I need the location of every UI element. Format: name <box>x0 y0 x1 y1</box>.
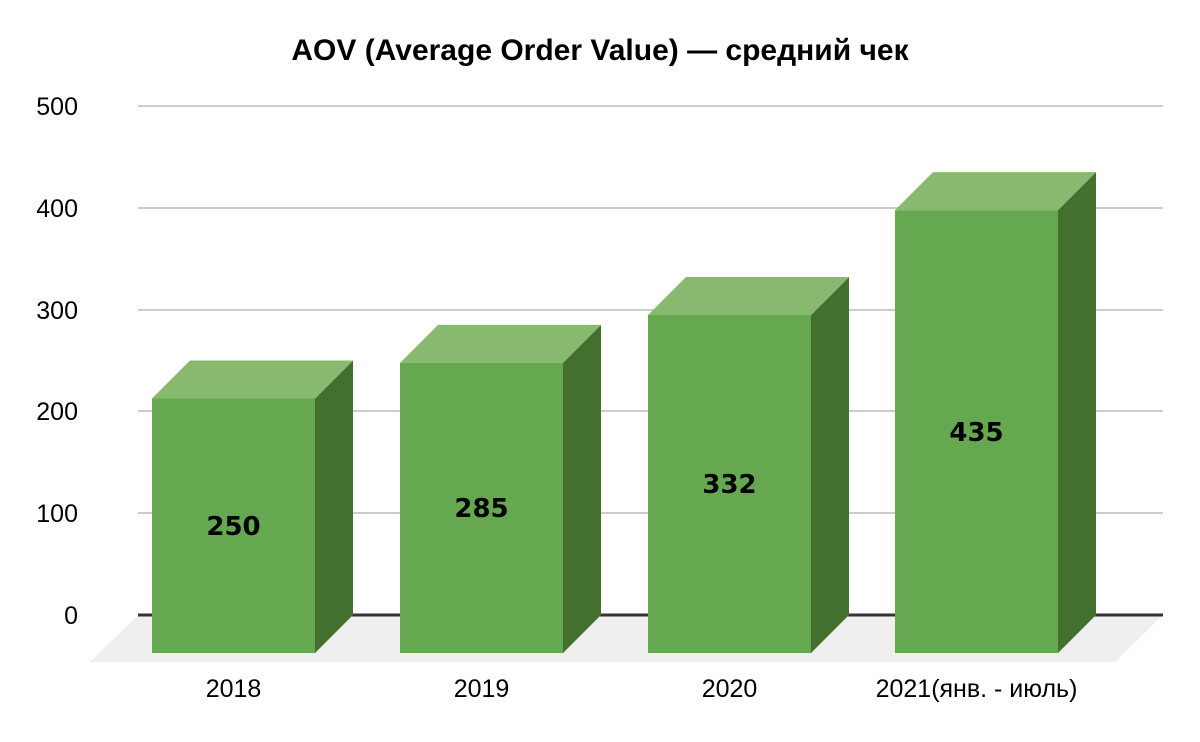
x-tick-label: 2021(янв. - июль) <box>876 675 1078 703</box>
bar-value-label: 285 <box>454 494 508 524</box>
aov-3d-bar-chart: 0 100 200 300 400 500 250 2018 285 2019 332 2020 435… <box>0 0 1200 742</box>
bar-side-face <box>811 277 849 653</box>
bar-column-1: 250 <box>152 361 353 654</box>
y-tick-label-200: 200 <box>36 398 78 426</box>
bar-value-label: 435 <box>949 418 1003 448</box>
bar-value-label: 250 <box>206 512 260 542</box>
bar-column-3: 332 <box>648 277 849 653</box>
chart-canvas: AOV (Average Order Value) — средний чек … <box>0 0 1200 742</box>
y-tick-label-100: 100 <box>36 500 78 528</box>
x-tick-label: 2018 <box>206 675 262 703</box>
y-tick-label-0: 0 <box>64 602 78 630</box>
x-tick-label: 2019 <box>454 675 510 703</box>
bar-column-2: 285 <box>400 325 601 653</box>
x-tick-label: 2020 <box>702 675 758 703</box>
bar-side-face <box>563 325 601 653</box>
bar-side-face <box>315 361 353 654</box>
y-tick-label-400: 400 <box>36 195 78 223</box>
bar-column-4: 435 <box>895 172 1096 653</box>
y-tick-label-300: 300 <box>36 297 78 325</box>
y-tick-label-500: 500 <box>36 93 78 121</box>
bar-side-face <box>1058 172 1096 653</box>
bar-value-label: 332 <box>702 470 756 500</box>
